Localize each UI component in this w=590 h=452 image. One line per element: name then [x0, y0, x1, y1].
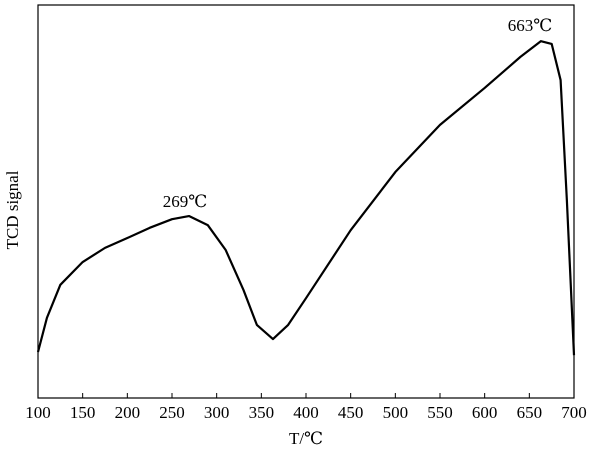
x-tick-label: 100: [25, 403, 51, 422]
line-series: [36, 40, 576, 356]
annotation: 269℃: [163, 192, 208, 211]
x-tick-label: 400: [293, 403, 319, 422]
x-tick-label: 350: [249, 403, 275, 422]
x-tick-label: 650: [517, 403, 543, 422]
x-tick-label: 200: [115, 403, 141, 422]
x-tick-label: 500: [383, 403, 409, 422]
x-axis-label: T/℃: [289, 429, 323, 448]
x-tick-label: 250: [159, 403, 185, 422]
x-tick-label: 150: [70, 403, 96, 422]
x-tick-label: 300: [204, 403, 230, 422]
x-tick-label: 700: [561, 403, 587, 422]
x-tick-label: 600: [472, 403, 498, 422]
x-tick-label: 550: [427, 403, 453, 422]
annotation: 663℃: [508, 16, 553, 35]
plot-frame: [37, 4, 575, 399]
y-axis-label: TCD signal: [3, 170, 22, 249]
x-tick-label: 450: [338, 403, 364, 422]
